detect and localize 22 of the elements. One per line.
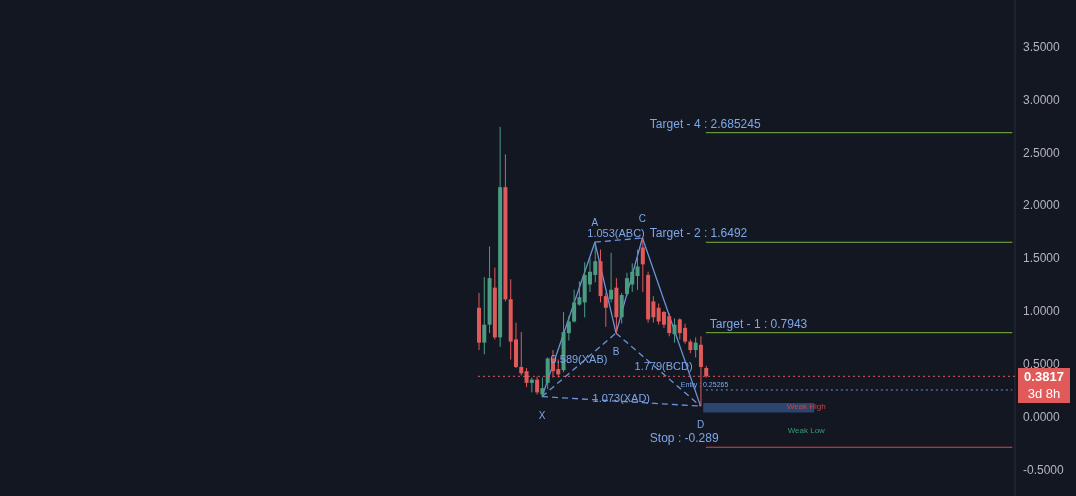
- ref-line-label: Target - 2 : 1.6492: [649, 226, 748, 241]
- annotation: Weak Low: [787, 426, 826, 436]
- data-label: X: [538, 409, 546, 421]
- ref-line-label: Target - 1 : 0.7943: [709, 316, 808, 331]
- ref-line-label: Stop : -0.289: [649, 431, 719, 446]
- ref-line-label: Target - 4 : 2.685245: [649, 116, 761, 131]
- y-tick-label: 3.0000: [1023, 92, 1061, 107]
- annotation: 1.053(ABC): [587, 226, 645, 239]
- data-label: A: [591, 217, 599, 229]
- y-tick-label: 2.5000: [1023, 145, 1061, 160]
- y-tick-label: -0.5000: [1023, 462, 1065, 477]
- text: 3d 8h: [1026, 385, 1062, 403]
- data-label: C: [638, 212, 647, 224]
- annotation: 1.073(XAD): [592, 391, 651, 404]
- y-tick-label: 1.0000: [1023, 304, 1061, 319]
- data-label: D: [696, 419, 705, 431]
- y-tick-label: 3.5000: [1023, 39, 1061, 54]
- y-tick-label: 0.0000: [1023, 409, 1061, 424]
- y-tick-label: 1.5000: [1023, 251, 1061, 266]
- data-label: B: [612, 346, 620, 358]
- y-tick-label: 2.0000: [1023, 198, 1061, 213]
- annotation: Weak High: [786, 402, 826, 412]
